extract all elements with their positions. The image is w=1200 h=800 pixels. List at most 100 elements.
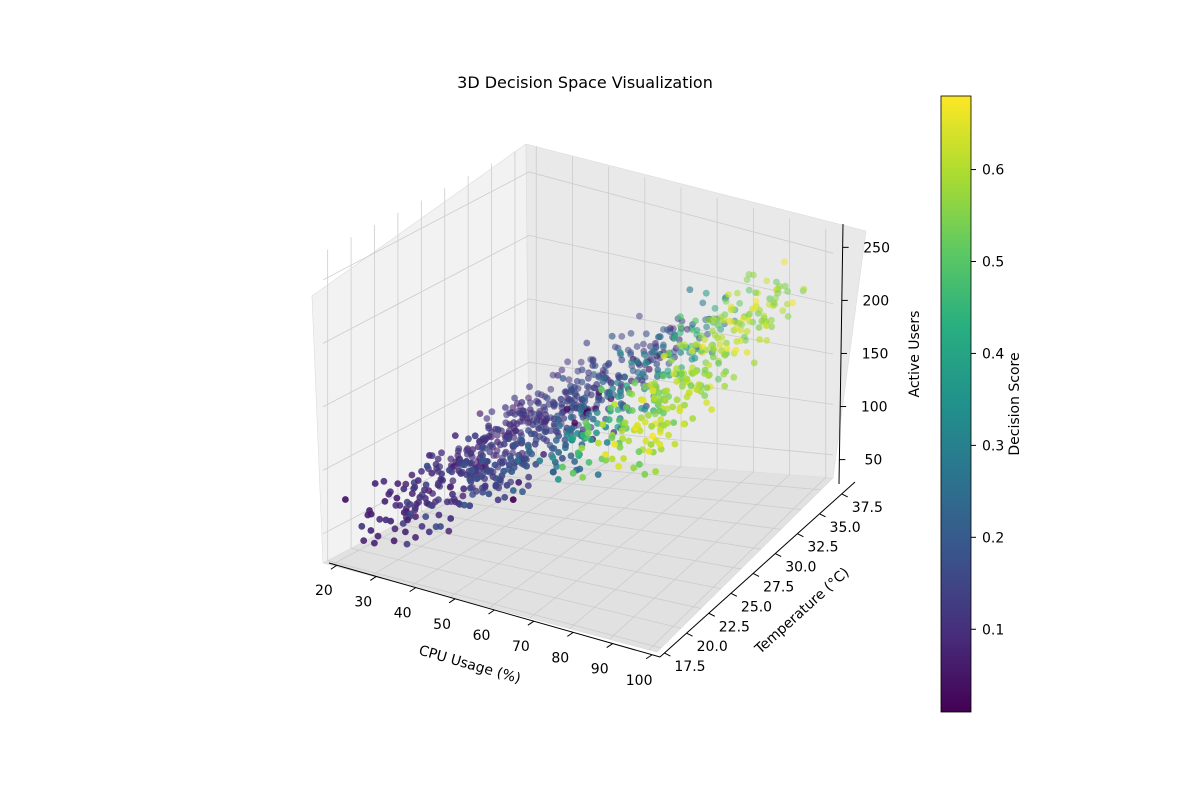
scatter-point (503, 481, 511, 489)
scatter-point (616, 416, 623, 424)
scatter-point (422, 513, 430, 520)
scatter-point (391, 525, 399, 533)
scatter-point (645, 411, 652, 419)
scatter-point (718, 347, 725, 355)
scatter-point (542, 417, 550, 425)
scatter-point (551, 400, 559, 408)
scatter-point (537, 424, 545, 431)
scatter-point (666, 328, 674, 335)
scatter-point (640, 351, 648, 358)
scatter-point (616, 443, 624, 451)
scatter-point (746, 318, 753, 325)
scatter-point (702, 289, 710, 297)
scatter-point (752, 289, 759, 297)
scatter-point (607, 404, 614, 412)
scatter-point (645, 365, 653, 373)
grid-line-x (450, 463, 646, 598)
scatter-point (611, 343, 619, 351)
scatter-point (607, 379, 615, 387)
scatter-point (578, 378, 586, 386)
scatter-point (455, 467, 463, 475)
scatter-point (569, 434, 577, 442)
y-tick-label: 30.0 (785, 560, 816, 576)
colorbar-ticks: 0.1 0.2 0.3 0.4 0.5 0.6 (971, 163, 1004, 638)
scatter-point (609, 385, 616, 392)
scatter-point (574, 430, 581, 437)
y-tick-label: 32.5 (807, 540, 838, 556)
scatter-point (559, 454, 566, 462)
scatter-point (692, 368, 699, 376)
scatter-point (571, 384, 578, 391)
scatter-point (584, 429, 592, 437)
z-tick-label: 250 (863, 240, 890, 256)
x-tick-label: 70 (512, 639, 530, 655)
scatter-point (657, 416, 665, 423)
scatter-point (711, 331, 719, 339)
scatter-point (446, 466, 453, 474)
scatter-point (467, 450, 475, 457)
scatter-point (656, 441, 664, 448)
scatter-point (534, 390, 542, 398)
scatter-point (425, 528, 433, 536)
scatter-point (733, 324, 740, 332)
scatter-point (559, 375, 567, 382)
scatter-point (476, 410, 484, 417)
scatter-point (594, 420, 601, 427)
x-tick-label: 100 (626, 673, 653, 689)
scatter-point (622, 404, 630, 411)
scatter-point (421, 486, 428, 494)
y-tick-label: 20.0 (697, 639, 728, 655)
scatter-point (623, 382, 630, 390)
scatter-point (784, 288, 791, 295)
grid-line-x (609, 474, 790, 640)
scatter-point (485, 432, 493, 440)
scatter-point (715, 360, 722, 367)
scatter-point (435, 511, 443, 519)
scatter-point (481, 482, 489, 490)
scatter-point (509, 487, 517, 494)
grid-line-y (350, 547, 682, 629)
scatter-point (734, 289, 741, 297)
x-ticks: 20 30 40 50 60 70 80 90 100 (315, 564, 653, 689)
scatter-point (342, 496, 349, 503)
scatter-point (636, 373, 644, 381)
scatter-point (598, 386, 605, 394)
scatter-point (511, 394, 518, 402)
scatter-point (437, 475, 445, 483)
scatter-point (709, 346, 717, 353)
x-tick (448, 598, 456, 604)
scatter-point (403, 540, 411, 548)
scatter-point (358, 522, 366, 530)
scatter-point (616, 349, 624, 357)
scatter-point (655, 398, 663, 406)
scatter-point (587, 391, 595, 399)
scatter-point (641, 418, 649, 426)
scatter-point (720, 316, 728, 324)
scatter-point (493, 432, 501, 439)
scatter-point (367, 510, 375, 518)
scatter-point (649, 387, 657, 395)
scatter-point (686, 286, 694, 294)
scatter-point (705, 316, 713, 324)
scatter-point (432, 461, 440, 468)
scatter-point (683, 393, 691, 401)
scatter-point (760, 312, 768, 320)
x-tick (606, 643, 613, 648)
scatter-point (699, 343, 706, 351)
scatter-point (692, 317, 699, 325)
scatter-points (342, 258, 808, 548)
scatter-point (704, 331, 711, 338)
scatter-point (594, 471, 602, 478)
scatter-point (743, 349, 751, 356)
z-tick-label: 100 (861, 400, 888, 416)
scatter-point (635, 448, 643, 456)
scatter-point (385, 490, 393, 498)
scatter-point (451, 432, 459, 439)
scatter-point (536, 457, 544, 465)
scatter-point (740, 315, 747, 322)
scatter-point (640, 340, 647, 348)
scatter-point (505, 435, 513, 443)
y-tick (752, 573, 760, 577)
scatter-point (673, 396, 681, 404)
scatter-point (714, 321, 722, 329)
